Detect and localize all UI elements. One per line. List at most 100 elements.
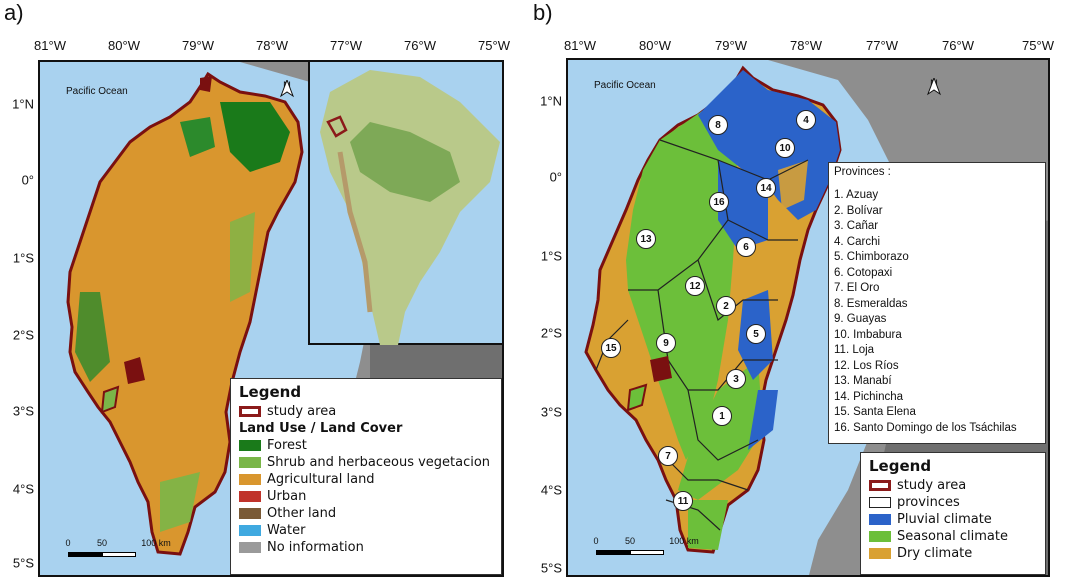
lat-tick: 0° [21, 172, 34, 188]
legend-item-shrub: Shrub and herbaceous vegetacion [239, 454, 493, 471]
legend-label: Forest [267, 438, 307, 453]
province-badge: 6 [736, 237, 756, 257]
lat-tick: 2°S [12, 327, 34, 343]
legend-item-forest: Forest [239, 437, 493, 454]
lat-tick: 1°N [540, 93, 562, 109]
lat-tick: 1°N [12, 96, 34, 112]
legend-item-seasonal: Seasonal climate [869, 528, 1037, 545]
legend-item-agricultural: Agricultural land [239, 471, 493, 488]
scale-segment [630, 550, 664, 555]
legend-label: Pluvial climate [897, 512, 992, 527]
legend-item-provinces: provinces [869, 494, 1037, 511]
lon-tick: 79°W [182, 38, 214, 53]
scale-segment [68, 552, 102, 557]
scale-label: 100 km [141, 538, 171, 548]
ocean-label-a: Pacific Ocean [66, 86, 128, 97]
province-badge: 11 [673, 491, 693, 511]
lat-tick: 3°S [540, 404, 562, 420]
province-item: 6. Cotopaxi [834, 266, 893, 279]
legend-label: Water [267, 523, 306, 538]
lat-tick: 5°S [12, 555, 34, 571]
lon-tick: 79°W [715, 38, 747, 53]
province-item: 1. Azuay [834, 189, 879, 201]
outline-swatch [869, 497, 891, 508]
lat-tick: 5°S [540, 560, 562, 576]
legend-label: provinces [897, 495, 960, 510]
province-badge: 9 [656, 333, 676, 353]
swatch [239, 457, 261, 468]
legend-item-pluvial: Pluvial climate [869, 511, 1037, 528]
scale-label: 50 [96, 538, 108, 548]
province-badge: 15 [601, 338, 621, 358]
legend-item-study-area: study area [869, 477, 1037, 494]
legend-item-dry: Dry climate [869, 545, 1037, 562]
lon-tick: 75°W [478, 38, 510, 53]
panel-b-map: Pacific Ocean N 1 2 3 4 5 6 7 8 9 10 11 … [566, 58, 1050, 577]
provinces-title: Provinces : [834, 166, 891, 178]
lon-tick: 76°W [942, 38, 974, 53]
lat-tick: 1°S [12, 250, 34, 266]
scale-label: 100 km [669, 536, 699, 546]
lon-tick: 78°W [256, 38, 288, 53]
scale-label: 50 [624, 536, 636, 546]
province-badge: 10 [775, 138, 795, 158]
legend-a: Legend study area Land Use / Land Cover … [230, 378, 502, 575]
lat-tick: 0° [549, 169, 562, 185]
legend-label: Dry climate [897, 546, 973, 561]
province-item: 13. Manabí [834, 375, 892, 387]
province-item: 10. Imbabura [834, 328, 902, 341]
legend-b: Legend study area provinces Pluvial clim… [860, 452, 1046, 575]
province-item: 12. Los Ríos [834, 359, 899, 372]
lat-tick: 1°S [540, 248, 562, 264]
legend-item-other-land: Other land [239, 505, 493, 522]
lon-tick: 81°W [564, 38, 596, 53]
province-badge: 3 [726, 369, 746, 389]
swatch [869, 548, 891, 559]
scale-segment [102, 552, 136, 557]
swatch [239, 491, 261, 502]
panel-a-letter: a) [4, 0, 24, 25]
ocean-label-b: Pacific Ocean [594, 80, 656, 91]
legend-label: Urban [267, 489, 307, 504]
legend-subtitle: Land Use / Land Cover [239, 421, 403, 436]
swatch [239, 508, 261, 519]
scale-label: 0 [65, 538, 71, 548]
scale-segment [596, 550, 630, 555]
legend-title: Legend [869, 457, 932, 475]
province-item: 7. El Oro [834, 282, 880, 294]
legend-label: study area [267, 404, 337, 419]
legend-item-urban: Urban [239, 488, 493, 505]
province-badge: 1 [712, 406, 732, 426]
provinces-list: Provinces : 1. Azuay 2. Bolívar 3. Cañar… [828, 162, 1046, 444]
legend-label: Other land [267, 506, 337, 521]
legend-label: Shrub and herbaceous vegetacion [267, 455, 491, 470]
province-item: 8. Esmeraldas [834, 297, 908, 310]
panel-a-map: Pacific Ocean N Legend study area Land U… [38, 60, 504, 577]
swatch [869, 514, 891, 525]
legend-item-no-info: No information [239, 539, 493, 556]
outline-swatch [239, 406, 261, 417]
province-badge: 13 [636, 229, 656, 249]
inset-map [308, 62, 502, 345]
lat-tick: 3°S [12, 403, 34, 419]
province-badge: 14 [756, 178, 776, 198]
lon-tick: 77°W [866, 38, 898, 53]
province-badge: 8 [708, 115, 728, 135]
province-item: 2. Bolívar [834, 204, 883, 217]
scale-label: 0 [593, 536, 599, 546]
north-arrow-icon: N [277, 80, 297, 98]
swatch [239, 542, 261, 553]
scale-bar-a: 0 50 100 km [65, 538, 188, 562]
province-badge: 2 [716, 296, 736, 316]
legend-title: Legend [239, 383, 302, 401]
lon-tick: 76°W [404, 38, 436, 53]
panel-b-letter: b) [533, 0, 553, 25]
swatch [869, 531, 891, 542]
province-item: 9. Guayas [834, 313, 887, 325]
lon-tick: 78°W [790, 38, 822, 53]
province-badge: 4 [796, 110, 816, 130]
province-badge: 12 [685, 276, 705, 296]
north-arrow-icon: N [924, 78, 944, 96]
lon-tick: 81°W [34, 38, 66, 53]
province-item: 16. Santo Domingo de los Tsáchilas [834, 421, 1017, 434]
